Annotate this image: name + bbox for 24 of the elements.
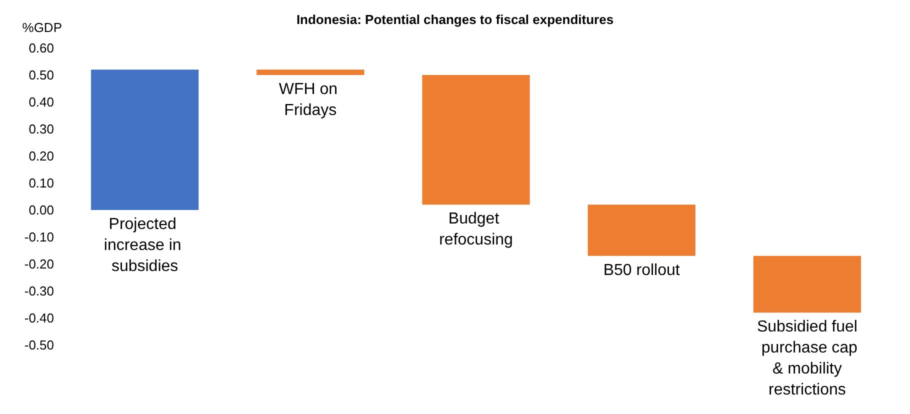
bar <box>588 204 696 256</box>
y-tick-label: -0.20 <box>24 256 54 272</box>
bar <box>256 70 364 75</box>
y-axis-title: %GDP <box>22 20 62 35</box>
chart-title: Indonesia: Potential changes to fiscal expenditures <box>296 12 614 27</box>
x-tick-label: Subsidied fuel purchase cap & mobility restrictions <box>756 318 858 399</box>
y-tick-label: 0.10 <box>28 176 54 190</box>
y-tick-label: 0.30 <box>28 122 54 136</box>
y-tick-label: 0.20 <box>28 148 54 164</box>
bar <box>753 256 862 313</box>
x-tick-label: B50 rollout <box>603 262 680 279</box>
y-tick-label: -0.30 <box>24 284 54 298</box>
x-tick-label: WFH on Fridays <box>278 81 342 119</box>
x-tick-label: Budget refocusing <box>439 210 513 249</box>
y-tick-label: -0.40 <box>24 310 54 326</box>
y-tick-label: -0.50 <box>24 338 54 352</box>
y-tick-label: 0.60 <box>28 40 54 56</box>
y-tick-label: 0.50 <box>28 68 54 82</box>
y-tick-label: -0.10 <box>24 230 54 244</box>
x-tick-label: Projected increase in subsidies <box>104 216 186 275</box>
bar <box>90 70 199 210</box>
y-tick-label: 0.00 <box>28 202 54 218</box>
y-tick-label: 0.40 <box>28 94 54 110</box>
bar <box>422 75 530 205</box>
